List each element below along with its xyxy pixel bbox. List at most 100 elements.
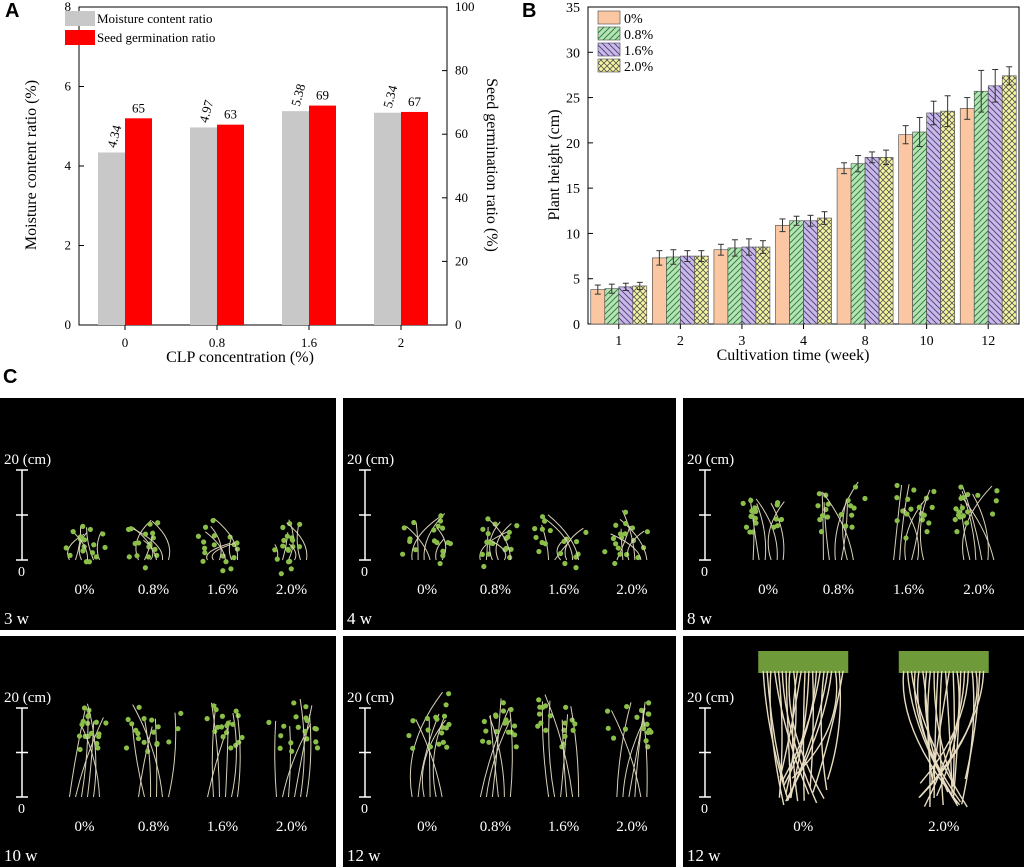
leaf	[483, 728, 489, 734]
root	[961, 670, 975, 805]
stem	[86, 703, 97, 798]
leaf	[537, 704, 543, 710]
leaf	[135, 735, 142, 742]
leaf	[427, 744, 434, 750]
y2-tick-label: 100	[455, 0, 475, 14]
bar-hatch	[1002, 75, 1017, 324]
root	[791, 670, 799, 802]
bar-hatch	[755, 247, 770, 324]
bar-hatch	[865, 157, 880, 324]
bar-hatch	[940, 111, 955, 325]
scale-label: 20 (cm)	[4, 690, 51, 706]
leaf	[201, 539, 207, 545]
group-label: 2.0%	[963, 582, 994, 598]
leaf	[195, 533, 202, 539]
stem	[821, 491, 824, 561]
photo-canvas: 20 (cm) 0 0% 0.8% 1.6% 2.0% 4 w	[347, 452, 650, 628]
leaf	[512, 732, 518, 738]
leaf	[538, 720, 544, 726]
leaf	[547, 713, 553, 719]
leaf	[142, 565, 148, 571]
leaf	[958, 484, 964, 490]
leaf	[102, 544, 108, 551]
leaf	[291, 700, 297, 706]
leaf	[778, 516, 785, 523]
leaf	[401, 525, 407, 531]
leaf	[228, 745, 234, 751]
leaf	[220, 568, 226, 574]
y2-tick-label: 20	[455, 253, 468, 268]
leaf	[771, 524, 777, 530]
y-tick-label: 15	[566, 182, 580, 197]
leaf	[617, 551, 623, 557]
stem	[622, 720, 645, 798]
group-label: 2.0%	[276, 582, 307, 598]
stem	[294, 705, 313, 798]
stem	[225, 723, 229, 798]
leaf-mass	[898, 651, 989, 673]
week-label: 8 w	[687, 609, 713, 628]
leaf	[76, 733, 83, 739]
data-label: 69	[316, 88, 329, 103]
bar-week-12-0%	[959, 108, 975, 325]
leaf	[211, 703, 217, 709]
x-tick-label: 2	[398, 335, 405, 350]
leaf	[954, 529, 960, 535]
leaf	[93, 554, 99, 560]
leaf	[313, 726, 319, 732]
x-tick-label: 0.8	[209, 335, 225, 350]
leaf	[297, 521, 303, 527]
leaf	[536, 711, 543, 717]
leaf	[219, 713, 226, 719]
leaf	[440, 548, 446, 554]
bar-seed-germination-ratio	[309, 105, 336, 325]
data-label: 5.38	[288, 82, 308, 108]
legend-hatch	[598, 59, 620, 72]
leaf	[230, 721, 236, 727]
leaf	[437, 560, 443, 567]
leaf	[753, 508, 759, 515]
group-label: 1.6%	[207, 582, 238, 598]
leaf	[748, 497, 754, 503]
leaf	[63, 545, 69, 551]
group-label: 1.6%	[548, 582, 579, 598]
leaf	[573, 565, 579, 571]
week-label: 12 w	[347, 846, 381, 865]
photo-week-4: 20 (cm) 0 0% 0.8% 1.6% 2.0% 4 w	[343, 398, 676, 630]
stem	[415, 522, 419, 561]
stem	[611, 710, 642, 798]
leaf	[622, 726, 629, 732]
bar-week-3-0%	[713, 249, 729, 325]
bar-week-1-0%	[590, 289, 606, 325]
leaf	[142, 531, 149, 537]
stem	[168, 712, 177, 798]
leaf	[965, 509, 971, 515]
leaf	[504, 719, 510, 725]
group-label: 2.0%	[928, 819, 959, 835]
leaf	[862, 495, 868, 502]
leaf	[506, 529, 512, 535]
leaf	[91, 542, 97, 548]
y2-tick-label: 80	[455, 63, 468, 78]
bar-hatch	[727, 247, 742, 324]
leaf	[500, 700, 506, 706]
leaf	[87, 526, 93, 533]
stem	[306, 714, 312, 798]
leaf	[134, 553, 140, 559]
leaf	[280, 543, 286, 549]
leaf	[285, 559, 292, 565]
leaf	[924, 529, 930, 535]
leaf	[126, 554, 132, 560]
photo-canvas: 20 (cm) 0 0% 2.0% 12 w	[687, 651, 989, 865]
y-tick-label: 5	[573, 273, 580, 288]
leaf	[562, 560, 568, 567]
stem	[435, 538, 445, 561]
leaf	[536, 548, 542, 555]
bar-hatch	[694, 256, 709, 324]
bar-moisture-content-ratio	[98, 152, 125, 325]
data-label: 63	[224, 107, 237, 122]
leaf	[747, 529, 753, 535]
root	[944, 670, 953, 794]
leaf	[513, 744, 519, 750]
root	[952, 670, 962, 797]
